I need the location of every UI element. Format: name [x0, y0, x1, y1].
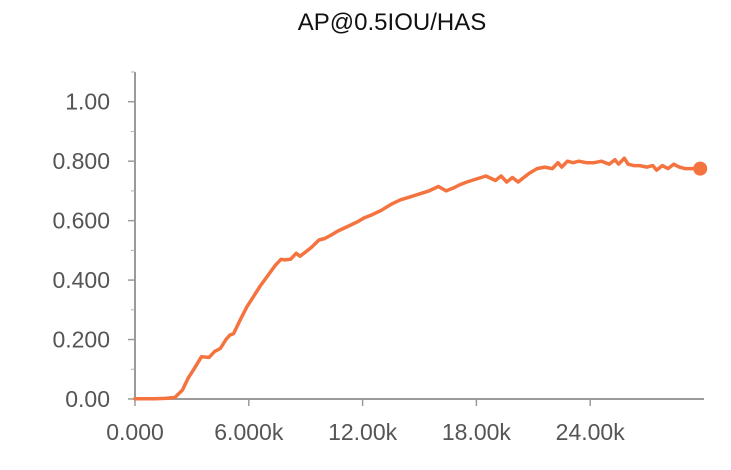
series-group	[133, 156, 708, 401]
x-axis-ticks: 0.000 6.000k 12.00k 18.00k 24.00k	[106, 399, 625, 445]
axes	[134, 72, 704, 400]
y-tick-label: 0.400	[52, 267, 110, 293]
y-tick-label: 0.600	[52, 208, 110, 234]
series-line	[133, 156, 702, 401]
y-tick-label: 0.200	[52, 327, 110, 353]
x-tick-label: 6.000k	[214, 419, 284, 445]
y-axis-ticks: 0.00 0.200 0.400 0.600 0.800 1.00	[52, 71, 135, 412]
x-tick-label: 24.00k	[556, 419, 626, 445]
x-tick-label: 0.000	[106, 419, 164, 445]
x-tick-label: 18.00k	[442, 419, 512, 445]
y-tick-label: 0.800	[52, 148, 110, 174]
series-endpoint-marker[interactable]	[693, 161, 708, 176]
y-tick-label: 1.00	[65, 89, 110, 115]
chart-title: AP@0.5IOU/HAS	[298, 9, 486, 36]
y-tick-label: 0.00	[65, 386, 110, 412]
x-tick-label: 12.00k	[328, 419, 398, 445]
